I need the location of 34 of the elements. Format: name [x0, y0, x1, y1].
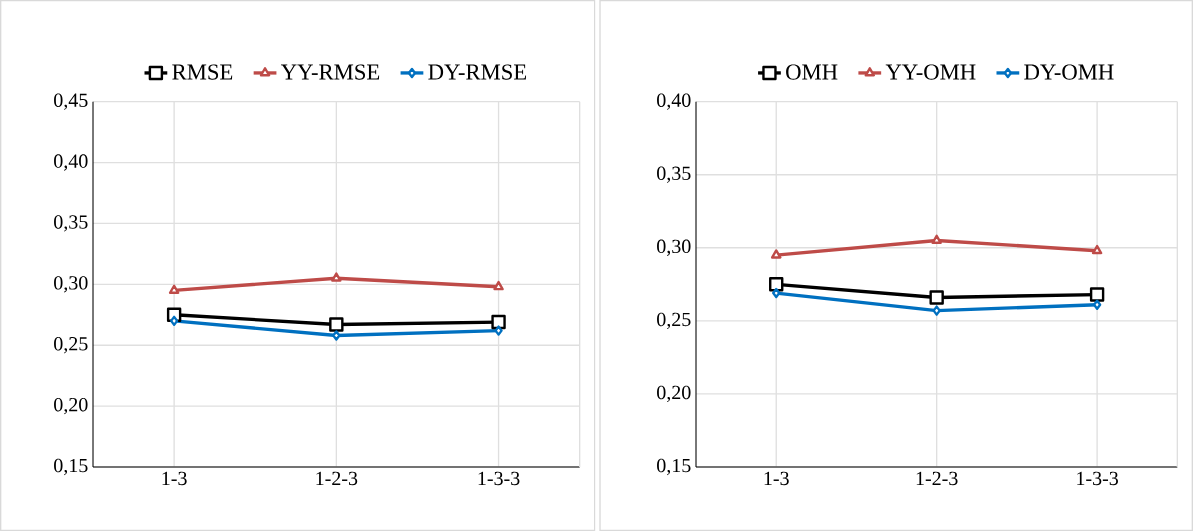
point [932, 305, 941, 316]
y-tick-label: 0,35 [54, 215, 88, 232]
y-tick-label: 0,35 [657, 166, 691, 183]
y-tick-label: 0,20 [657, 385, 691, 403]
y-tick-label: 0,45 [54, 93, 88, 110]
y-tick-label: 0,40 [54, 154, 88, 171]
y-tick-label: 0,20 [54, 397, 88, 415]
legend-label: DY-OMH [1024, 64, 1114, 80]
legend-label: DY-RMSE [428, 64, 527, 80]
x-tick-label: 1-3-3 [478, 471, 520, 486]
legend-label: OMH [786, 64, 838, 80]
y-tick-label: 0,30 [657, 239, 691, 256]
y-tick-label: 0,15 [54, 458, 88, 476]
point [929, 290, 944, 305]
point [769, 277, 784, 292]
point [1091, 244, 1103, 255]
y-tick-label: 0,30 [54, 276, 88, 293]
x-tick-label: 1-3 [764, 471, 789, 486]
point [1089, 287, 1105, 302]
y-tick-label: 0,25 [54, 337, 88, 354]
x-tick-label: 1-3-3 [1077, 471, 1118, 486]
legend-label: YY-OMH [885, 64, 976, 80]
x-tick-label: 1-2-3 [316, 471, 358, 486]
x-tick-label: 1-3 [162, 471, 187, 486]
point [1092, 299, 1102, 310]
y-tick-label: 0,40 [657, 93, 691, 110]
point [931, 234, 942, 245]
legend-label: YY-RMSE [281, 64, 380, 80]
y-tick-label: 0,25 [657, 312, 691, 330]
point [772, 287, 781, 299]
y-tick-label: 0,15 [657, 458, 691, 476]
point [770, 249, 782, 259]
legend-label: RMSE [172, 64, 233, 80]
x-tick-label: 1-2-3 [916, 471, 958, 486]
